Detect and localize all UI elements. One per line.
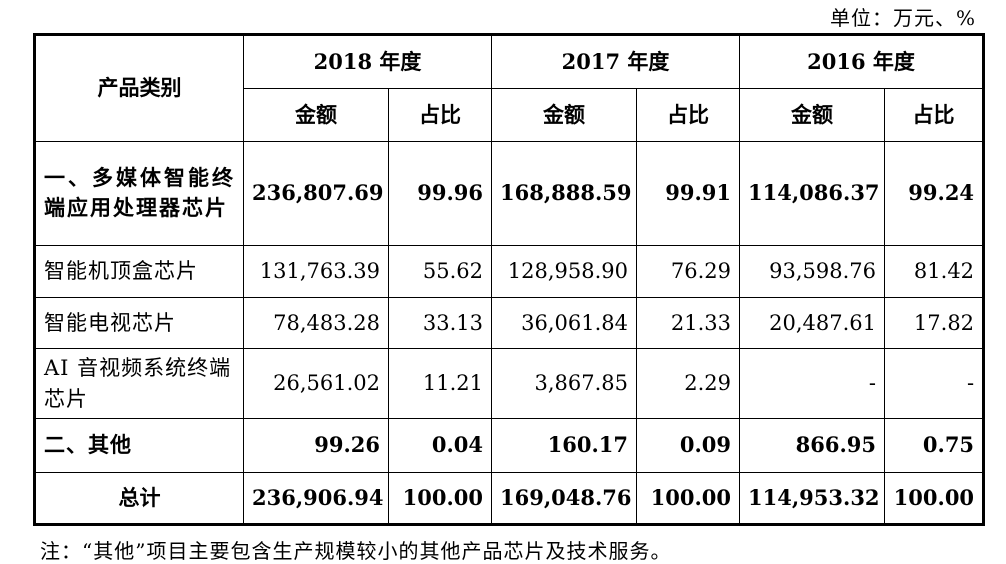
cell-amount-2017: 169,048.76 xyxy=(491,471,638,526)
cell-share-2016: 81.42 xyxy=(884,245,985,298)
cell-share-2017: 2.29 xyxy=(636,347,741,420)
cell-amount-2018: 99.26 xyxy=(243,418,389,473)
cell-amount-2017: 3,867.85 xyxy=(491,347,638,420)
unit-label: 单位：万元、% xyxy=(829,6,976,30)
cell-share-2016: - xyxy=(884,347,985,420)
row-category: 智能机顶盒芯片 xyxy=(34,245,244,298)
cell-share-2016: 17.82 xyxy=(884,296,985,349)
cell-share-2017: 21.33 xyxy=(636,296,741,349)
cell-share-2018: 99.96 xyxy=(387,140,493,247)
table-row: 二、其他 99.26 0.04 160.17 0.09 866.95 0.75 xyxy=(34,418,985,473)
revenue-table: 产品类别 2018 年度 2017 年度 2016 年度 金额 占比 金额 占比… xyxy=(33,33,986,526)
cell-share-2018: 55.62 xyxy=(387,245,493,298)
cell-amount-2017: 160.17 xyxy=(491,418,638,473)
cell-amount-2018: 131,763.39 xyxy=(243,245,389,298)
footnote: 注：“其他”项目主要包含生产规模较小的其他产品芯片及技术服务。 xyxy=(40,539,672,563)
header-amount: 金额 xyxy=(491,88,638,142)
cell-share-2017: 99.91 xyxy=(636,140,741,247)
header-row-metrics: 金额 占比 金额 占比 金额 占比 xyxy=(35,88,985,142)
cell-amount-2017: 168,888.59 xyxy=(491,140,638,247)
header-year-2017: 2017 年度 xyxy=(491,33,741,90)
header-row-years: 产品类别 2018 年度 2017 年度 2016 年度 xyxy=(34,33,985,142)
cell-share-2018: 11.21 xyxy=(387,347,493,420)
row-category: 一、多媒体智能终端应用处理器芯片 xyxy=(34,140,244,247)
table-row-total: 总计 236,906.94 100.00 169,048.76 100.00 1… xyxy=(34,471,985,526)
header-share: 占比 xyxy=(884,88,985,142)
table-row: AI 音视频系统终端芯片 26,561.02 11.21 3,867.85 2.… xyxy=(34,347,985,420)
row-category: AI 音视频系统终端芯片 xyxy=(34,347,244,420)
header-share: 占比 xyxy=(636,88,741,142)
cell-amount-2016: 114,953.32 xyxy=(739,471,886,526)
header-amount: 金额 xyxy=(739,88,886,142)
header-amount: 金额 xyxy=(243,88,389,142)
table-row: 智能机顶盒芯片 131,763.39 55.62 128,958.90 76.2… xyxy=(34,245,985,298)
cell-amount-2018: 26,561.02 xyxy=(243,347,389,420)
cell-amount-2016: - xyxy=(739,347,886,420)
cell-amount-2016: 20,487.61 xyxy=(739,296,886,349)
cell-share-2018: 0.04 xyxy=(387,418,493,473)
table-row: 智能电视芯片 78,483.28 33.13 36,061.84 21.33 2… xyxy=(34,296,985,349)
table-row: 一、多媒体智能终端应用处理器芯片 236,807.69 99.96 168,88… xyxy=(34,140,985,247)
row-category: 智能电视芯片 xyxy=(34,296,244,349)
cell-share-2018: 33.13 xyxy=(387,296,493,349)
cell-share-2016: 99.24 xyxy=(884,140,985,247)
cell-share-2017: 76.29 xyxy=(636,245,741,298)
cell-amount-2018: 236,807.69 xyxy=(243,140,389,247)
cell-share-2017: 0.09 xyxy=(636,418,741,473)
cell-share-2016: 100.00 xyxy=(884,471,985,526)
header-year-2016: 2016 年度 xyxy=(739,33,985,90)
header-share: 占比 xyxy=(387,88,493,142)
row-category: 二、其他 xyxy=(34,418,244,473)
header-year-2018: 2018 年度 xyxy=(242,33,493,90)
cell-amount-2017: 128,958.90 xyxy=(491,245,638,298)
cell-amount-2016: 93,598.76 xyxy=(739,245,886,298)
row-category: 总计 xyxy=(34,471,244,526)
cell-share-2017: 100.00 xyxy=(636,471,741,526)
cell-amount-2018: 78,483.28 xyxy=(243,296,389,349)
cell-amount-2017: 36,061.84 xyxy=(491,296,638,349)
cell-amount-2018: 236,906.94 xyxy=(243,471,389,526)
header-category: 产品类别 xyxy=(34,34,244,142)
cell-amount-2016: 114,086.37 xyxy=(739,140,886,247)
cell-amount-2016: 866.95 xyxy=(739,418,886,473)
cell-share-2016: 0.75 xyxy=(884,418,985,473)
cell-share-2018: 100.00 xyxy=(387,471,493,526)
